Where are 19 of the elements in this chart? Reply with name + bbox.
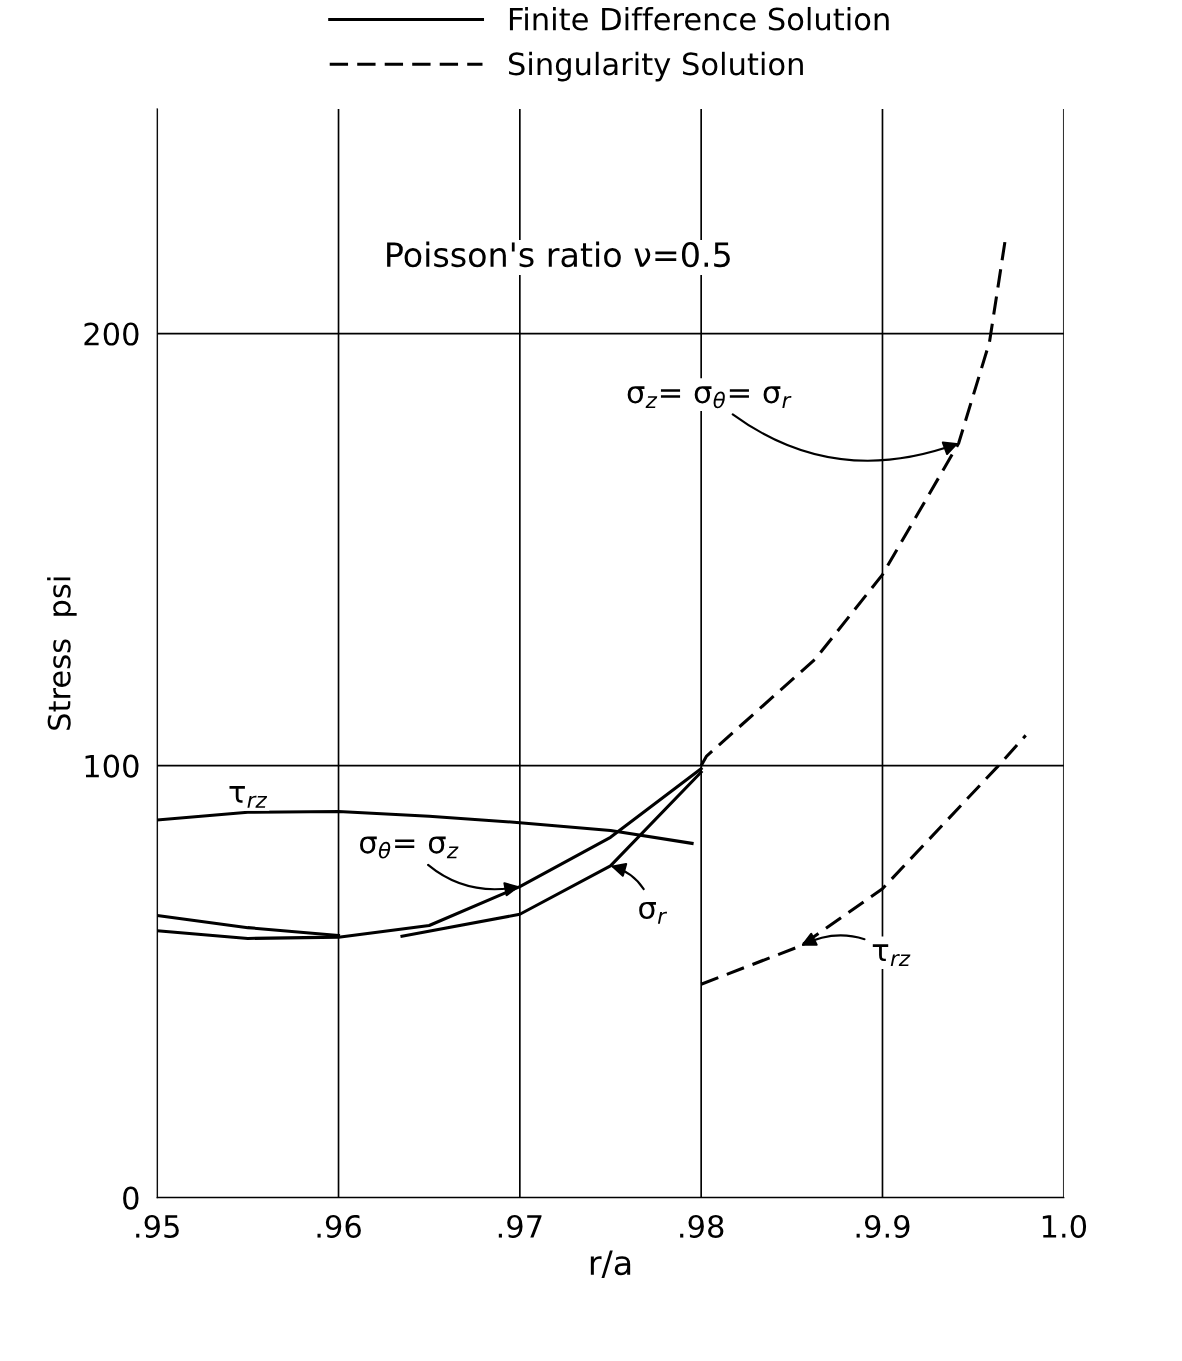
x-tick-label: .98 (680, 1214, 724, 1238)
y-tick-label: 200 (84, 322, 139, 346)
annotation: σ$_{z}$= σ$_{θ}$= σ$_{r}$ (627, 386, 792, 409)
y-tick-label: 0 (123, 1186, 139, 1210)
x-tick-label: .96 (317, 1214, 361, 1238)
annotation: σ$_{θ}$= σ$_{z}$ (360, 836, 459, 859)
x-tick-label: 1.0 (1042, 1214, 1087, 1238)
annotation: τ$_{rz}$ (872, 944, 911, 967)
x-axis-title: r/a (590, 1250, 631, 1278)
annotation: Poisson's ratio ν=0.5 (387, 241, 730, 268)
y-axis-title: Stress psi (47, 577, 77, 730)
x-tick-label: .95 (136, 1214, 179, 1238)
legend-label: Singularity Solution (508, 51, 803, 82)
y-tick-label: 100 (85, 754, 139, 778)
annotation: σ$_{r}$ (639, 901, 668, 924)
annotation: τ$_{rz}$ (229, 785, 268, 808)
x-tick-label: .9.9 (856, 1214, 910, 1238)
x-tick-label: .97 (498, 1214, 542, 1238)
legend-label: Finite Difference Solution (509, 6, 889, 31)
